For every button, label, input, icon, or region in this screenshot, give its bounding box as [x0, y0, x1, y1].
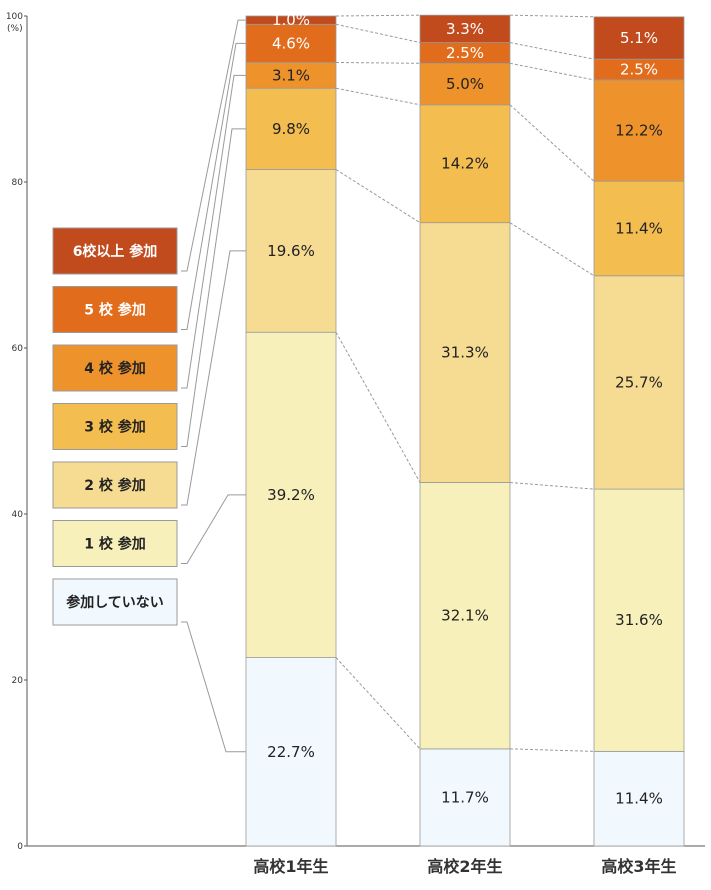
bar-segment: [593, 16, 685, 60]
legend-label: 2 校 参加: [84, 477, 146, 494]
legend-swatch: [52, 520, 178, 567]
legend-leader-line: [181, 250, 246, 506]
y-axis: 0 20 40 60 80 100 (%): [6, 12, 705, 852]
bar-segment: [245, 87, 337, 170]
data-label: 9.8%: [272, 120, 310, 138]
bar-segment: [419, 482, 511, 750]
legend-swatch: [52, 344, 178, 392]
y-tick-label: 0: [17, 842, 23, 852]
connector-line: [335, 657, 421, 750]
legend-label: 1 校 参加: [84, 536, 146, 553]
bar-segment: [419, 748, 511, 847]
data-label: 11.4%: [615, 790, 663, 808]
data-label: 19.6%: [267, 242, 315, 260]
legend-leader-line: [181, 494, 246, 564]
legend-leader-line: [181, 42, 246, 330]
connector-line: [509, 222, 595, 277]
legend-swatch: [52, 403, 178, 450]
category-label: 高校1年生: [253, 857, 328, 876]
data-label: 3.1%: [272, 66, 310, 84]
y-tick-label: 100: [6, 12, 23, 22]
bar-segment: [245, 23, 337, 63]
connector-line: [509, 481, 595, 490]
bar-segment: [419, 104, 511, 224]
data-label: 11.4%: [615, 219, 663, 237]
connector-line: [509, 42, 595, 60]
data-label: 22.7%: [267, 743, 315, 761]
data-label: 3.3%: [446, 20, 484, 38]
data-label: 14.2%: [441, 155, 489, 173]
legend-label: 3 校 参加: [84, 419, 146, 436]
bars: 22.7% 11.7% 11.4% 39.2% 32.1% 31.6% 19.6% 31.3%…: [245, 11, 685, 847]
legend-label: 5 校 参加: [84, 302, 146, 319]
data-label: 2.5%: [446, 44, 484, 62]
category-label: 高校2年生: [427, 857, 502, 876]
legend-label: 4 校 参加: [84, 360, 146, 377]
bar-segment: [593, 750, 685, 847]
connector-line: [509, 14, 595, 18]
legend-leader-line: [181, 74, 246, 389]
legend-leader-line: [181, 128, 246, 447]
bar-segment: [245, 331, 337, 658]
legend-leader-line: [181, 621, 246, 753]
legend: 6校以上 参加 5 校 参加 4 校 参加 3 校 参加 2 校 参加 1 校 参加参加し…: [52, 19, 246, 753]
bar-segment: [593, 488, 685, 752]
data-label: 2.5%: [620, 61, 658, 79]
data-label: 39.2%: [267, 486, 315, 504]
bar-segment: [593, 275, 685, 490]
data-label: 4.6%: [272, 34, 310, 52]
legend-label: 参加していない: [66, 594, 164, 611]
legend-swatch: [52, 227, 178, 275]
y-tick-label: 80: [12, 178, 24, 188]
connector-line: [335, 14, 421, 17]
bar-segment: [419, 62, 511, 106]
data-label: 5.1%: [620, 29, 658, 47]
y-tick-label: 20: [12, 676, 24, 686]
legend-swatch: [52, 578, 178, 626]
data-label: 31.6%: [615, 611, 663, 629]
data-label: 11.7%: [441, 788, 489, 806]
data-label: 12.2%: [615, 122, 663, 140]
data-label: 5.0%: [446, 75, 484, 93]
y-unit-label: (%): [7, 24, 23, 34]
category-label: 高校3年生: [601, 857, 676, 876]
connector-line: [335, 169, 421, 224]
y-tick-label: 40: [12, 510, 24, 520]
bar-segment: [419, 222, 511, 483]
connector-line: [509, 62, 595, 81]
bar-segment: [245, 169, 337, 333]
connector-line: [335, 87, 421, 106]
data-label: 25.7%: [615, 373, 663, 391]
connector-line: [335, 331, 421, 483]
connector-line: [335, 61, 421, 64]
bar-segment: [245, 62, 337, 89]
data-label: 32.1%: [441, 607, 489, 625]
data-label: 1.0%: [272, 11, 310, 29]
bar-connectors: [335, 14, 595, 752]
y-tick-label: 60: [12, 344, 24, 354]
data-label: 31.3%: [441, 344, 489, 362]
legend-label: 6校以上 参加: [73, 243, 158, 260]
legend-swatch: [52, 461, 178, 509]
bar-segment: [419, 14, 511, 43]
connector-line: [509, 748, 595, 752]
legend-leader-line: [181, 19, 246, 272]
connector-line: [509, 104, 595, 182]
bar-segment: [593, 180, 685, 277]
category-labels: 高校1年生 高校2年生 高校3年生: [253, 857, 676, 876]
connector-line: [335, 23, 421, 44]
legend-swatch: [52, 286, 178, 333]
